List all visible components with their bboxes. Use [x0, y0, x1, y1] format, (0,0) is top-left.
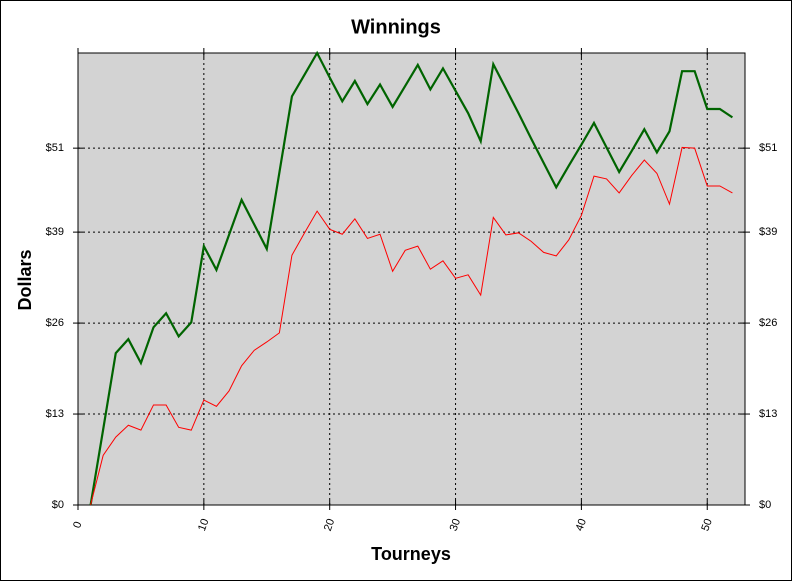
y2-tick-label: $26 — [759, 317, 777, 329]
y-tick-label: $51 — [46, 142, 64, 154]
x-tick-label: 50 — [699, 517, 714, 533]
chart-title: Winnings — [351, 16, 441, 38]
series-line — [90, 146, 733, 506]
plot-area — [77, 52, 746, 506]
y-tick-label: $0 — [52, 499, 64, 511]
y2-tick-label: $51 — [759, 142, 777, 154]
y-axis-title: Dollars — [15, 249, 35, 310]
y-tick-label: $39 — [46, 226, 64, 238]
x-tick-label: 30 — [448, 517, 463, 533]
y2-tick-label: $39 — [759, 226, 777, 238]
x-tick-label: 10 — [196, 517, 211, 533]
y2-tick-label: $13 — [759, 408, 777, 420]
series-line — [89, 50, 734, 506]
y-tick-label: $26 — [46, 317, 64, 329]
y2-tick-label: $0 — [759, 499, 771, 511]
x-tick-label: 20 — [322, 517, 337, 533]
x-tick-label: 40 — [574, 517, 589, 533]
y-tick-label: $13 — [46, 408, 64, 420]
x-tick-label: 0 — [71, 520, 84, 530]
x-axis-title: Tourneys — [371, 544, 451, 564]
